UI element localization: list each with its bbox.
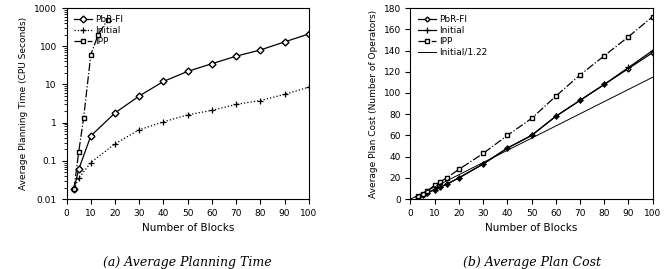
PbR-FI xyxy=(576,99,584,102)
IPP xyxy=(414,195,422,198)
PbR-FI xyxy=(111,111,119,115)
IPP xyxy=(87,53,95,56)
Initial xyxy=(111,142,119,146)
Legend: PbR-FI, Initial, IPP, Initial/1.22: PbR-FI, Initial, IPP, Initial/1.22 xyxy=(415,13,490,59)
Initial xyxy=(600,83,608,86)
PbR-FI xyxy=(208,62,216,65)
PbR-FI xyxy=(431,188,439,191)
PbR-FI xyxy=(503,147,511,150)
Initial xyxy=(503,147,511,150)
PbR-FI xyxy=(552,115,560,118)
PbR-FI xyxy=(414,195,422,199)
Y-axis label: Average Planning Time (CPU Seconds): Average Planning Time (CPU Seconds) xyxy=(19,17,29,190)
IPP xyxy=(503,134,511,137)
Initial xyxy=(305,86,313,89)
PbR-FI xyxy=(424,191,432,194)
IPP xyxy=(79,117,87,120)
IPP xyxy=(70,188,78,191)
Initial xyxy=(419,193,427,196)
Initial xyxy=(135,128,143,132)
PbR-FI xyxy=(443,183,451,186)
IPP xyxy=(576,73,584,76)
X-axis label: Number of Blocks: Number of Blocks xyxy=(486,223,578,233)
Line: PbR-FI: PbR-FI xyxy=(416,51,655,199)
PbR-FI xyxy=(479,162,487,166)
IPP xyxy=(649,15,657,18)
PbR-FI xyxy=(75,168,83,171)
IPP xyxy=(527,117,535,120)
Y-axis label: Average Plan Cost (Number of Operators): Average Plan Cost (Number of Operators) xyxy=(369,9,378,198)
Initial xyxy=(159,120,167,123)
Initial xyxy=(87,161,95,164)
Initial xyxy=(256,99,264,102)
IPP xyxy=(419,192,427,195)
Initial xyxy=(649,49,657,52)
Text: (a) Average Planning Time: (a) Average Planning Time xyxy=(103,256,272,269)
PbR-FI xyxy=(527,134,535,137)
Initial xyxy=(443,183,451,186)
IPP xyxy=(94,33,102,36)
PbR-FI xyxy=(256,48,264,52)
PbR-FI xyxy=(649,51,657,54)
IPP xyxy=(455,168,463,171)
Initial xyxy=(455,176,463,179)
IPP xyxy=(431,184,439,187)
PbR-FI xyxy=(436,186,444,189)
X-axis label: Number of Blocks: Number of Blocks xyxy=(141,223,234,233)
IPP xyxy=(424,189,432,192)
Initial xyxy=(184,113,192,116)
Initial xyxy=(431,188,439,191)
PbR-FI xyxy=(305,32,313,36)
Initial xyxy=(552,115,560,118)
Initial xyxy=(625,66,633,69)
Line: PbR-FI: PbR-FI xyxy=(71,31,311,192)
Initial xyxy=(280,93,288,96)
PbR-FI xyxy=(419,193,427,196)
Initial xyxy=(75,177,83,180)
Initial xyxy=(527,134,535,137)
PbR-FI xyxy=(135,94,143,98)
PbR-FI xyxy=(232,55,240,58)
Line: IPP: IPP xyxy=(416,15,655,198)
Initial xyxy=(208,109,216,112)
Initial xyxy=(70,188,78,191)
PbR-FI xyxy=(600,83,608,86)
Initial xyxy=(424,191,432,194)
Line: IPP: IPP xyxy=(71,17,110,192)
PbR-FI xyxy=(87,134,95,137)
Initial xyxy=(232,103,240,106)
Initial xyxy=(414,195,422,199)
Text: (b) Average Plan Cost: (b) Average Plan Cost xyxy=(463,256,601,269)
PbR-FI xyxy=(280,40,288,44)
Line: Initial: Initial xyxy=(415,48,655,200)
IPP xyxy=(479,152,487,155)
Initial xyxy=(436,186,444,189)
Line: Initial: Initial xyxy=(71,84,312,193)
IPP xyxy=(436,180,444,184)
Initial xyxy=(479,162,487,166)
PbR-FI xyxy=(70,188,78,191)
IPP xyxy=(443,176,451,179)
IPP xyxy=(625,35,633,38)
PbR-FI xyxy=(184,70,192,73)
Legend: PbR-FI, Initial, IPP: PbR-FI, Initial, IPP xyxy=(71,13,126,49)
IPP xyxy=(75,150,83,154)
PbR-FI xyxy=(159,80,167,83)
Initial xyxy=(576,99,584,102)
IPP xyxy=(600,54,608,58)
IPP xyxy=(104,18,112,21)
PbR-FI xyxy=(455,176,463,179)
IPP xyxy=(552,94,560,98)
PbR-FI xyxy=(625,67,633,70)
